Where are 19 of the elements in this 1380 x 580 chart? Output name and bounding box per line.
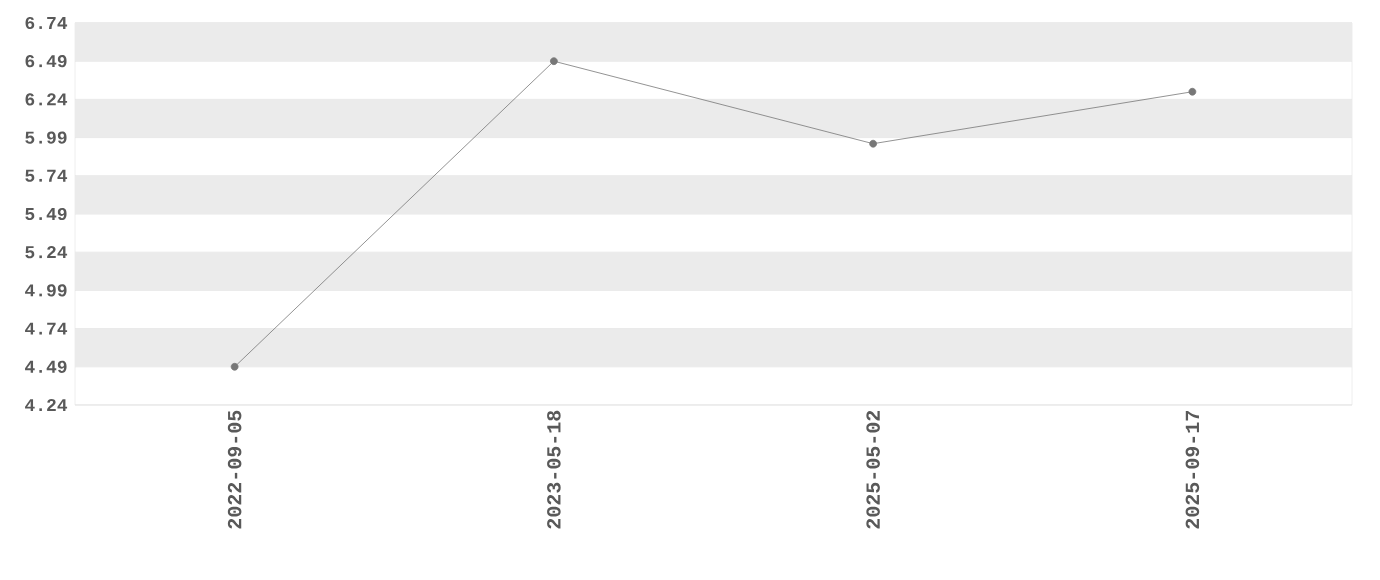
y-tick-label: 5.74: [25, 169, 68, 182]
y-tick-label: 4.24: [25, 398, 68, 412]
y-tick-label: 6.24: [25, 93, 68, 106]
y-tick-label: 5.99: [25, 131, 67, 144]
x-tick-label: 2023-05-18: [547, 410, 561, 529]
point: [550, 57, 558, 66]
point: [1188, 87, 1197, 96]
x-tick-label: 2022-09-05: [227, 410, 242, 529]
y-tick-label: 4.99: [25, 284, 67, 297]
y-tick-label: 4.74: [25, 322, 68, 335]
y-tick-label: 6.49: [25, 55, 67, 68]
y-tick-label: 5.49: [25, 207, 67, 221]
point: [230, 362, 239, 371]
y-tick-label: 4.49: [25, 360, 67, 373]
point: [869, 139, 877, 148]
x-tick-label: 2025-09-17: [1185, 411, 1200, 529]
y-tick-label: 5.24: [25, 246, 68, 259]
y-tick-label: 6.74: [25, 16, 68, 30]
x-tick-label: 2025-05-02: [866, 410, 880, 529]
